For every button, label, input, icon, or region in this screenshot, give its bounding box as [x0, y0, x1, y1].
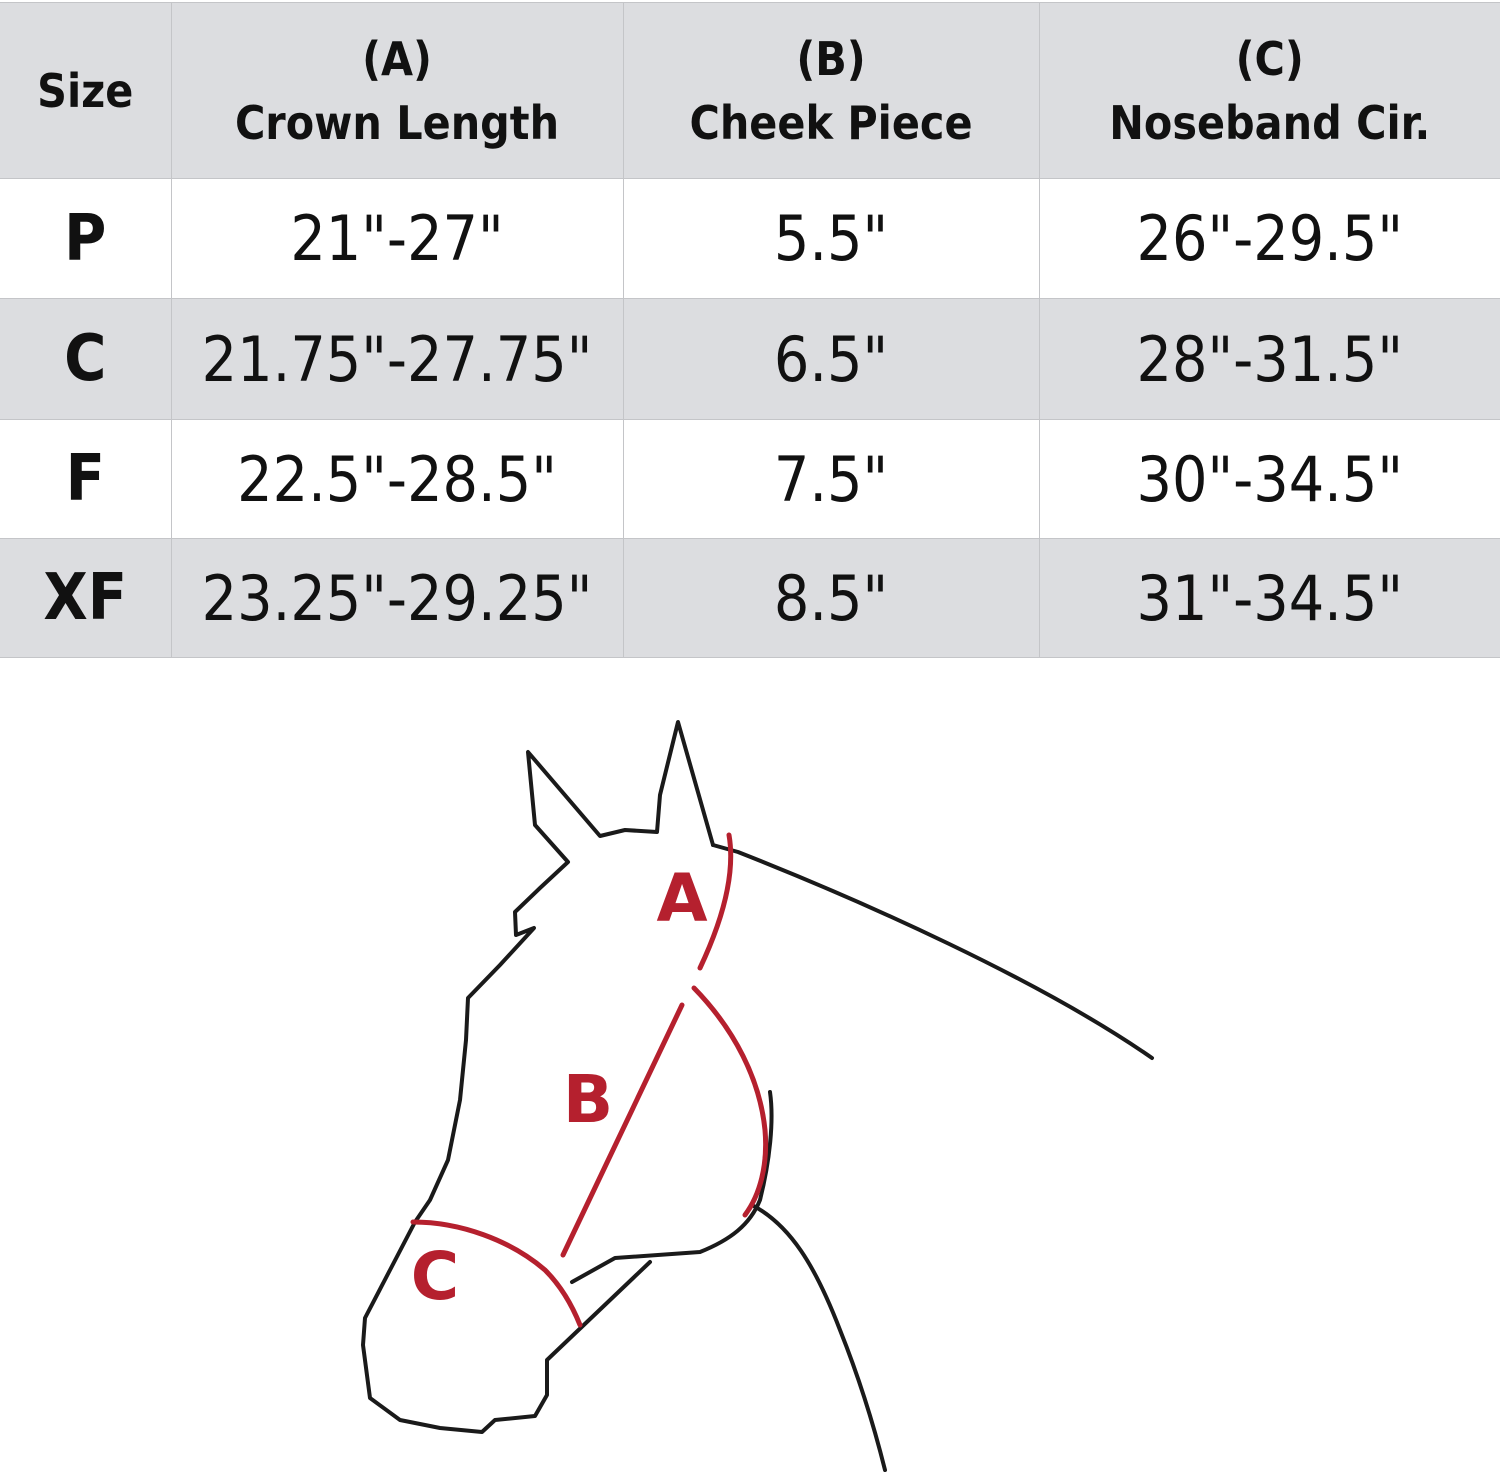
noseband-cell: 26"-29.5"	[1038, 178, 1500, 299]
crown-measure-line	[697, 832, 734, 971]
noseband-cell: 31"-34.5"	[1038, 538, 1500, 658]
crown-cell: 22.5"-28.5"	[170, 419, 624, 539]
cheek-cell: 5.5"	[622, 178, 1040, 299]
crown-cell: 21.75"-27.75"	[170, 298, 624, 420]
throatlatch-line	[691, 985, 769, 1218]
label-a: A	[656, 860, 707, 937]
noseband-cell: 28"-31.5"	[1038, 298, 1500, 420]
cheek-cell: 8.5"	[622, 538, 1040, 658]
header-label: Noseband Cir.	[1109, 95, 1431, 150]
header-letter: (B)	[796, 31, 866, 86]
noseband-cell: 30"-34.5"	[1038, 419, 1500, 539]
crown-cell: 23.25"-29.25"	[170, 538, 624, 658]
crown-cell: 21"-27"	[170, 178, 624, 299]
header-letter: (A)	[362, 31, 432, 86]
cheek-cell: 7.5"	[622, 419, 1040, 539]
header-noseband: (C) Noseband Cir.	[1038, 2, 1500, 179]
header-row: Size (A) Crown Length (B) Cheek Piece (C) N…	[0, 2, 1500, 179]
cheek-measure-line	[560, 1002, 685, 1258]
size-cell: XF	[0, 538, 172, 658]
header-size: Size	[0, 2, 172, 179]
size-cell: C	[0, 298, 172, 420]
table-row: F 22.5"-28.5" 7.5" 30"-34.5"	[0, 419, 1500, 539]
label-b: B	[563, 1061, 613, 1138]
header-cheek-piece: (B) Cheek Piece	[622, 2, 1040, 179]
table-row: P 21"-27" 5.5" 26"-29.5"	[0, 178, 1500, 299]
label-c: C	[411, 1238, 459, 1315]
header-label: Cheek Piece	[689, 95, 973, 150]
noseband-measure-line	[410, 1219, 583, 1328]
horse-neck-line	[711, 843, 1154, 1060]
header-label: Size	[37, 63, 134, 118]
horse-jaw-line	[570, 1090, 774, 1284]
table-row: C 21.75"-27.75" 6.5" 28"-31.5"	[0, 298, 1500, 420]
header-label: Crown Length	[234, 95, 560, 150]
size-chart-table: Size (A) Crown Length (B) Cheek Piece (C) N…	[0, 2, 1500, 658]
header-letter: (C)	[1235, 31, 1304, 86]
table-row: XF 23.25"-29.25" 8.5" 31"-34.5"	[0, 538, 1500, 658]
cheek-cell: 6.5"	[622, 298, 1040, 420]
horse-head-outline	[361, 720, 715, 1434]
horse-throat-line	[750, 1203, 887, 1472]
